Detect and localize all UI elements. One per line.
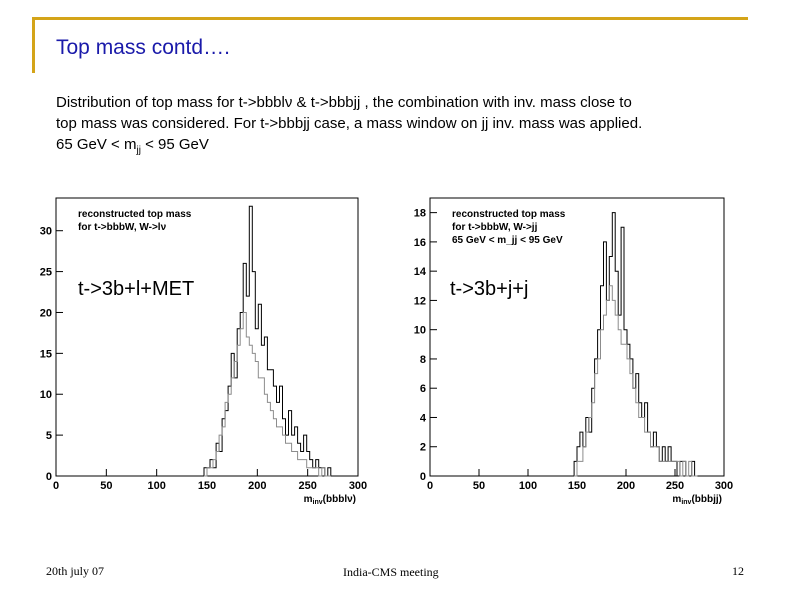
hadronic-xtick-label: 50	[473, 480, 485, 492]
leptonic-ytick-label: 20	[40, 307, 52, 319]
histogram-hadronic-svg: 0 2 4 6 8 10 12 14 16 18 0 50 100 150 200 250 300 minv(bb…	[414, 197, 733, 506]
leptonic-xtick-label: 150	[198, 480, 216, 492]
leptonic-ytick-label: 0	[46, 471, 52, 483]
title-accent-bar	[32, 17, 35, 73]
hadronic-legend-line: 65 GeV < m_jj < 95 GeV	[452, 235, 563, 246]
body-line-1: Distribution of top mass for t->bbblν & …	[56, 94, 632, 111]
histogram-hadronic: 0 2 4 6 8 10 12 14 16 18 0 50 100 150 200 250 300 minv(bb…	[405, 188, 741, 508]
leptonic-series-2	[204, 312, 331, 477]
title-accent-line	[32, 17, 748, 20]
hadronic-ytick-label: 14	[414, 266, 427, 278]
leptonic-xtick-label: 50	[100, 480, 112, 492]
leptonic-legend-line: for t->bbbW, W->lν	[78, 222, 167, 233]
hadronic-xtick-label: 300	[715, 480, 733, 492]
hadronic-xtick-label: 0	[427, 480, 433, 492]
hadronic-xlabel: minv(bbbjj)	[672, 494, 722, 506]
hadronic-xtick-label: 150	[568, 480, 586, 492]
leptonic-ytick-label: 5	[46, 430, 52, 442]
hadronic-xtick-label: 100	[519, 480, 537, 492]
mass-window-prefix: 65 GeV < m	[56, 136, 137, 153]
hadronic-series-1	[573, 212, 698, 477]
channel-label-hadronic: t->3b+j+j	[450, 278, 529, 300]
leptonic-series-1	[203, 205, 332, 477]
slide-body: Distribution of top mass for t->bbblν & …	[56, 92, 776, 161]
hadronic-legend-line: reconstructed top mass	[452, 209, 566, 220]
footer-meeting: India-CMS meeting	[343, 565, 439, 579]
footer-page-number: 12	[732, 564, 744, 578]
footer-date: 20th july 07	[46, 564, 105, 578]
leptonic-ytick-label: 30	[40, 226, 52, 238]
leptonic-xtick-label: 100	[147, 480, 165, 492]
hadronic-ytick-label: 4	[420, 412, 427, 424]
hadronic-ytick-label: 18	[414, 208, 426, 220]
leptonic-frame	[55, 197, 359, 477]
leptonic-xtick-label: 0	[53, 480, 59, 492]
histogram-leptonic: 0 5 10 15 20 25 30 0 50 100 150 200 250 300 minv(bbblν…	[40, 188, 370, 508]
hadronic-ytick-label: 0	[420, 471, 426, 483]
leptonic-ytick-label: 10	[40, 389, 52, 401]
slide-title: Top mass contd….	[56, 36, 230, 59]
hadronic-ytick-label: 16	[414, 237, 426, 249]
leptonic-xlabel: minv(bbblν)	[304, 494, 356, 506]
hadronic-xtick-label: 200	[617, 480, 635, 492]
hadronic-ytick-label: 6	[420, 383, 426, 395]
leptonic-legend-line: reconstructed top mass	[78, 209, 192, 220]
leptonic-xtick-label: 200	[248, 480, 266, 492]
channel-label-leptonic: t->3b+l+MET	[78, 278, 195, 300]
body-line-2: top mass was considered. For t->bbbjj ca…	[56, 115, 643, 132]
mass-window-subscript: jj	[136, 145, 141, 156]
hadronic-ytick-label: 10	[414, 325, 426, 337]
hadronic-xtick-label: 250	[666, 480, 684, 492]
leptonic-ytick-label: 25	[40, 267, 52, 279]
body-line-3: 65 GeV < mjj < 95 GeV	[56, 134, 776, 161]
leptonic-xtick-label: 250	[298, 480, 316, 492]
hadronic-series-2	[574, 285, 698, 477]
mass-window-suffix: < 95 GeV	[140, 136, 209, 153]
hadronic-ytick-label: 12	[414, 295, 426, 307]
leptonic-ytick-label: 15	[40, 348, 52, 360]
hadronic-ytick-label: 8	[420, 354, 426, 366]
leptonic-xtick-label: 300	[349, 480, 367, 492]
hadronic-legend-line: for t->bbbW, W->jj	[452, 222, 538, 233]
hadronic-ytick-label: 2	[420, 442, 426, 454]
